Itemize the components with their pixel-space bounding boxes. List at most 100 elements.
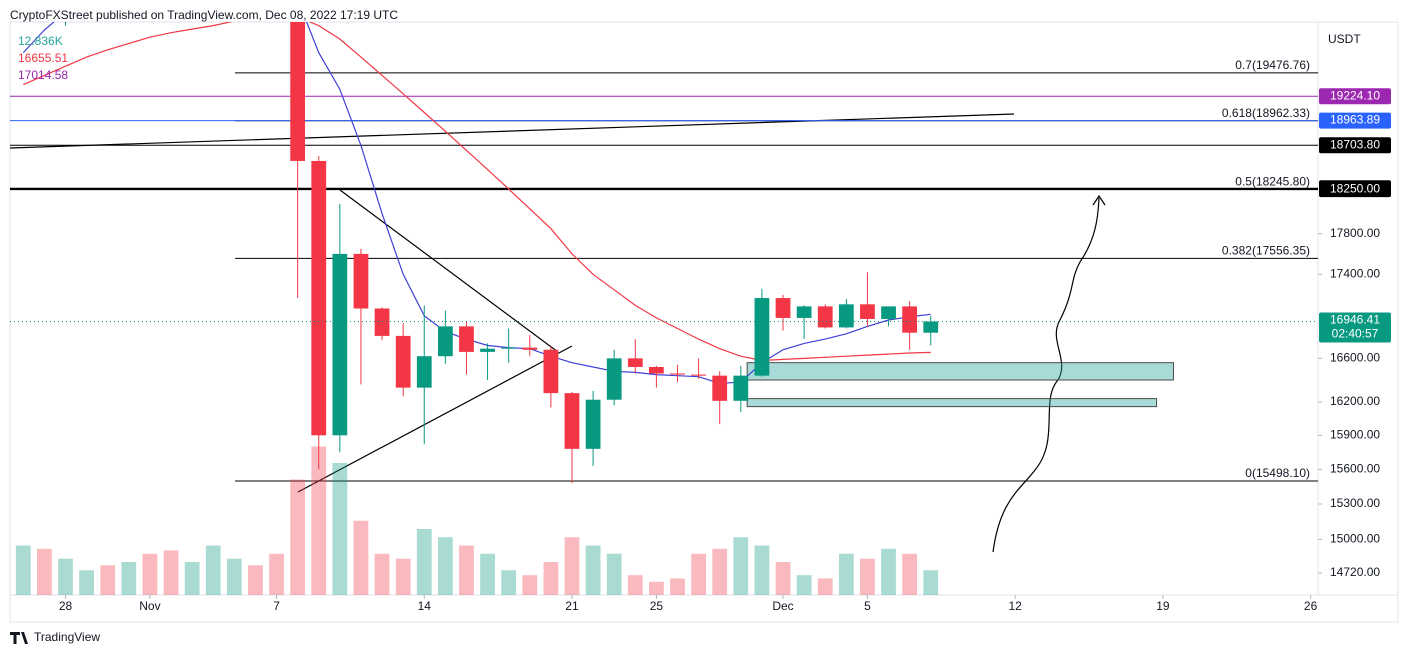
price-tag [1319, 112, 1391, 129]
arrow-head [1092, 194, 1106, 206]
volume-bar [627, 575, 643, 595]
candle-body [733, 375, 749, 401]
candle-body [311, 160, 327, 436]
candle-body [775, 298, 791, 318]
volume-bar [226, 558, 242, 595]
volume-bar [100, 565, 116, 595]
y-tick-label: 17400.00 [1330, 266, 1380, 280]
brand: TradingView [10, 630, 100, 644]
logo [10, 632, 28, 644]
volume-bar [480, 553, 495, 595]
y-tick-label: 17800.00 [1330, 226, 1380, 240]
candle-body [353, 253, 369, 309]
fib-label: 0.618(18962.33) [1222, 106, 1310, 120]
candle-body [543, 349, 559, 394]
volume-bar [121, 562, 137, 595]
candle-body [501, 347, 517, 349]
candle-body [860, 304, 875, 319]
candle-body [459, 326, 474, 352]
legend: 12.836K 16655.51 17014.58 [18, 34, 68, 82]
projection-arrow [992, 197, 1100, 553]
x-tick-label: 7 [273, 599, 280, 613]
legend-value: 12.836K [18, 34, 63, 48]
price-tag-label: 19224.10 [1330, 88, 1380, 102]
volume-bar [860, 558, 875, 595]
x-tick-label: 14 [418, 599, 432, 613]
volume-bar [15, 545, 31, 595]
volume-bar [691, 553, 706, 595]
volume-bar [374, 553, 390, 595]
volume-bar [775, 562, 791, 595]
volume-bar [353, 520, 369, 595]
volume-bar [269, 553, 284, 595]
candle-body [395, 335, 411, 388]
volume-bar [395, 558, 411, 595]
brand-name: TradingView [34, 630, 100, 644]
price-tag-label: 18703.80 [1330, 137, 1380, 151]
candle-body [902, 306, 918, 333]
x-tick-label: 25 [650, 599, 664, 613]
candle-body [649, 366, 664, 374]
candle-body [437, 326, 453, 357]
volume-bar [501, 570, 517, 595]
candle-body [585, 399, 601, 449]
x-tick-label: 26 [1304, 599, 1318, 613]
candle-body [374, 308, 390, 336]
volume-bar [712, 548, 728, 595]
x-tick-label: 5 [864, 599, 871, 613]
volume-bar [142, 553, 158, 595]
y-tick-label: 16200.00 [1330, 394, 1380, 408]
candle-body [796, 306, 812, 318]
volume-bar [902, 553, 918, 595]
publish-header: CryptoFXStreet published on TradingView.… [10, 8, 398, 22]
volume-bar [754, 545, 770, 595]
candle-body [206, 0, 221, 7]
volume-bar [881, 548, 896, 595]
volume-bar [184, 562, 200, 595]
volume-bar [649, 581, 664, 595]
volume-bar [79, 570, 94, 595]
x-tick-label: 28 [59, 599, 73, 613]
volume-bar [248, 565, 263, 595]
y-tick-label: 16600.00 [1330, 351, 1380, 365]
x-tick-label: 12 [1008, 599, 1022, 613]
candle-body [480, 348, 495, 352]
candle-body [881, 306, 896, 319]
volume-bar [37, 548, 52, 595]
moving-average [23, 22, 931, 362]
volume-bar [58, 558, 73, 595]
candle-body [290, 22, 306, 161]
volume-bar [838, 553, 854, 595]
candle-body [606, 358, 622, 400]
price-tag-label: 18963.89 [1330, 113, 1380, 127]
x-tick-label: Nov [139, 599, 160, 613]
price-tag-label: 18250.00 [1330, 181, 1380, 195]
countdown: 02:40:57 [1332, 327, 1379, 341]
volume-bar [459, 545, 474, 595]
price-tag [1319, 137, 1391, 154]
candle-body [564, 393, 580, 449]
plot-area [10, 0, 1318, 595]
legend-value: 16655.51 [18, 51, 68, 65]
candle-body [627, 358, 643, 367]
x-tick-label: 21 [565, 599, 579, 613]
volume-bar [290, 479, 306, 595]
volume-bar [796, 575, 812, 595]
volume-bar [923, 570, 939, 595]
fib-label: 0.7(19476.76) [1235, 58, 1310, 72]
demand-zone [746, 398, 1158, 408]
y-tick-label: 15600.00 [1330, 461, 1380, 475]
fib-label: 0.5(18245.80) [1235, 175, 1310, 189]
volume-bar [543, 562, 559, 595]
volume-bar [311, 446, 327, 595]
triangle-upper [339, 189, 559, 353]
x-tick-label: 19 [1156, 599, 1170, 613]
y-tick-label: 14720.00 [1330, 565, 1380, 579]
volume-bar [585, 545, 601, 595]
volume-bar [332, 463, 348, 595]
candle-body [332, 253, 348, 436]
volume-bar [163, 550, 179, 595]
candle-body [817, 306, 833, 328]
candle-body [923, 321, 939, 333]
candle-body [754, 298, 770, 376]
